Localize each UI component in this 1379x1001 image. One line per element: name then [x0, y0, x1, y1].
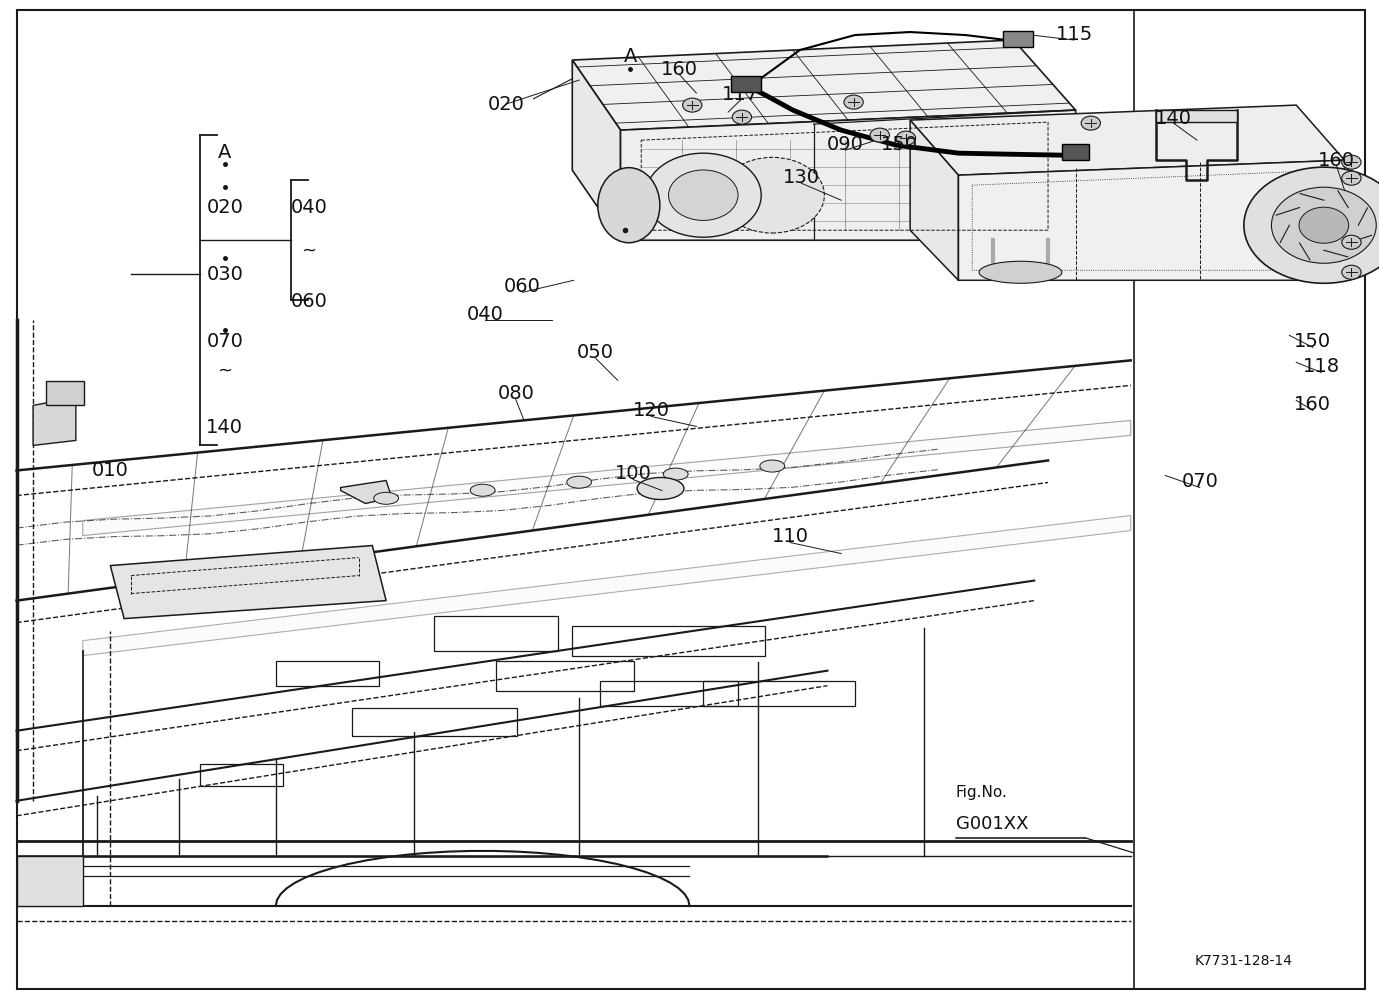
Bar — [496, 661, 634, 691]
Text: Fig.No.: Fig.No. — [956, 786, 1008, 800]
Circle shape — [1342, 265, 1361, 279]
Bar — [572, 626, 765, 656]
Bar — [703, 681, 855, 706]
Text: 020: 020 — [207, 198, 243, 216]
Polygon shape — [341, 480, 392, 504]
Ellipse shape — [470, 484, 495, 496]
Text: 110: 110 — [772, 528, 808, 546]
Circle shape — [1342, 235, 1361, 249]
Polygon shape — [958, 160, 1345, 280]
Circle shape — [1244, 167, 1379, 283]
Text: 100: 100 — [615, 464, 651, 482]
Ellipse shape — [567, 476, 592, 488]
Polygon shape — [572, 40, 1076, 130]
Circle shape — [683, 98, 702, 112]
Circle shape — [645, 153, 761, 237]
Bar — [731, 76, 761, 92]
Text: 090: 090 — [827, 135, 863, 153]
Circle shape — [669, 170, 738, 220]
Text: 080: 080 — [498, 384, 534, 402]
Text: 120: 120 — [633, 401, 669, 419]
Text: 070: 070 — [1182, 472, 1218, 490]
Text: ~: ~ — [218, 361, 232, 379]
Bar — [1062, 144, 1089, 160]
Ellipse shape — [597, 167, 659, 242]
Circle shape — [1342, 171, 1361, 185]
Circle shape — [1081, 116, 1100, 130]
Polygon shape — [910, 120, 958, 280]
Text: 150: 150 — [1295, 332, 1331, 350]
Text: 060: 060 — [505, 277, 541, 295]
Text: 010: 010 — [92, 461, 128, 479]
Text: 030: 030 — [207, 265, 243, 283]
Polygon shape — [910, 105, 1345, 175]
Bar — [276, 661, 379, 686]
Text: A: A — [218, 143, 232, 161]
Circle shape — [870, 128, 889, 142]
Bar — [1003, 31, 1033, 47]
Circle shape — [720, 157, 825, 233]
Text: 020: 020 — [488, 95, 524, 113]
Ellipse shape — [760, 460, 785, 472]
Polygon shape — [83, 420, 1131, 536]
Text: 040: 040 — [291, 198, 327, 216]
Bar — [600, 681, 738, 706]
Polygon shape — [33, 397, 76, 445]
Polygon shape — [17, 856, 83, 906]
Polygon shape — [572, 60, 621, 240]
Text: 070: 070 — [207, 332, 243, 350]
Text: 117: 117 — [723, 85, 758, 103]
Ellipse shape — [374, 492, 399, 505]
Text: 040: 040 — [467, 305, 503, 323]
Text: ~: ~ — [302, 241, 316, 259]
Text: G001XX: G001XX — [956, 815, 1029, 833]
Polygon shape — [110, 546, 386, 619]
Text: 160: 160 — [1318, 151, 1354, 169]
Ellipse shape — [663, 468, 688, 480]
Circle shape — [1271, 187, 1376, 263]
Polygon shape — [621, 110, 1076, 240]
Text: 160: 160 — [662, 60, 698, 78]
Text: 140: 140 — [1156, 109, 1191, 127]
Ellipse shape — [637, 477, 684, 499]
Text: 150: 150 — [881, 135, 917, 153]
Text: 140: 140 — [207, 418, 243, 436]
Text: K7731-128-14: K7731-128-14 — [1194, 954, 1294, 968]
Bar — [434, 616, 558, 651]
Bar — [352, 708, 517, 736]
Polygon shape — [83, 516, 1131, 656]
Circle shape — [1342, 155, 1361, 169]
Text: 118: 118 — [1303, 357, 1339, 375]
Text: 130: 130 — [783, 168, 819, 186]
Polygon shape — [1156, 110, 1237, 122]
Ellipse shape — [979, 261, 1062, 283]
Text: A: A — [623, 47, 637, 65]
Bar — [46, 381, 84, 405]
Circle shape — [732, 110, 752, 124]
Bar — [200, 764, 283, 786]
Text: 115: 115 — [1055, 25, 1094, 43]
Text: 160: 160 — [1295, 395, 1331, 413]
Circle shape — [1299, 207, 1349, 243]
Text: 050: 050 — [578, 343, 614, 361]
Text: 060: 060 — [291, 292, 327, 310]
Circle shape — [844, 95, 863, 109]
Circle shape — [896, 131, 916, 145]
